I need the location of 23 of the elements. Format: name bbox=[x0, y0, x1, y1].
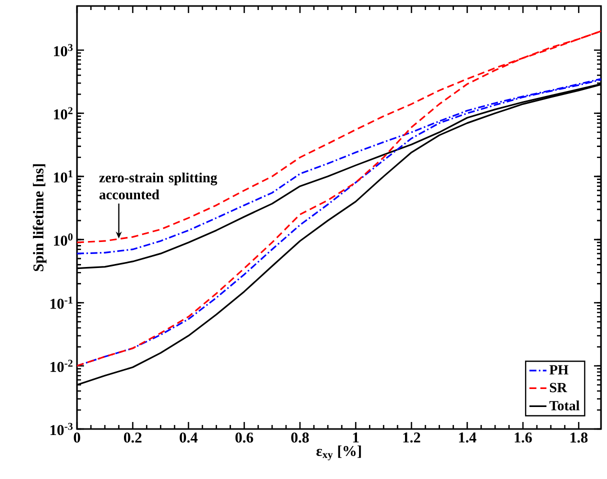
x-tick-label: 0.8 bbox=[291, 432, 309, 443]
y-tick-label: 10$^{-1}$ bbox=[50, 296, 72, 309]
legend-label: Total bbox=[549, 400, 580, 410]
x-axis-title: ε$_{xy}$ [%] bbox=[316, 446, 361, 460]
annotation: zero-strain splitting accounted bbox=[99, 172, 218, 200]
y-tick-label: 10$^{2}$ bbox=[54, 107, 73, 120]
y-tick-label: 10$^{1}$ bbox=[54, 170, 72, 183]
x-tick-label: 1 bbox=[353, 432, 359, 442]
y-tick-label: 10$^{-2}$ bbox=[50, 360, 73, 372]
x-tick-label: 0.6 bbox=[235, 432, 254, 443]
x-tick-label: 1.6 bbox=[514, 432, 532, 443]
legend-label: PH bbox=[549, 365, 568, 374]
x-tick-label: 0.2 bbox=[124, 432, 142, 443]
legend-label: SR bbox=[550, 382, 568, 392]
y-tick-label: 10$^{-3}$ bbox=[50, 422, 73, 436]
x-tick-label: 1.4 bbox=[459, 432, 476, 443]
y-axis-title: Spin lifetime [ns] bbox=[32, 164, 46, 272]
x-tick-label: 1.8 bbox=[570, 432, 588, 443]
x-tick-label: 0.4 bbox=[180, 432, 198, 443]
x-tick-label: 1.2 bbox=[403, 432, 420, 443]
y-tick-label: 10$^{3}$ bbox=[54, 44, 73, 56]
y-tick-label: 10$^{0}$ bbox=[54, 233, 73, 246]
x-tick-label: 0 bbox=[74, 432, 80, 443]
